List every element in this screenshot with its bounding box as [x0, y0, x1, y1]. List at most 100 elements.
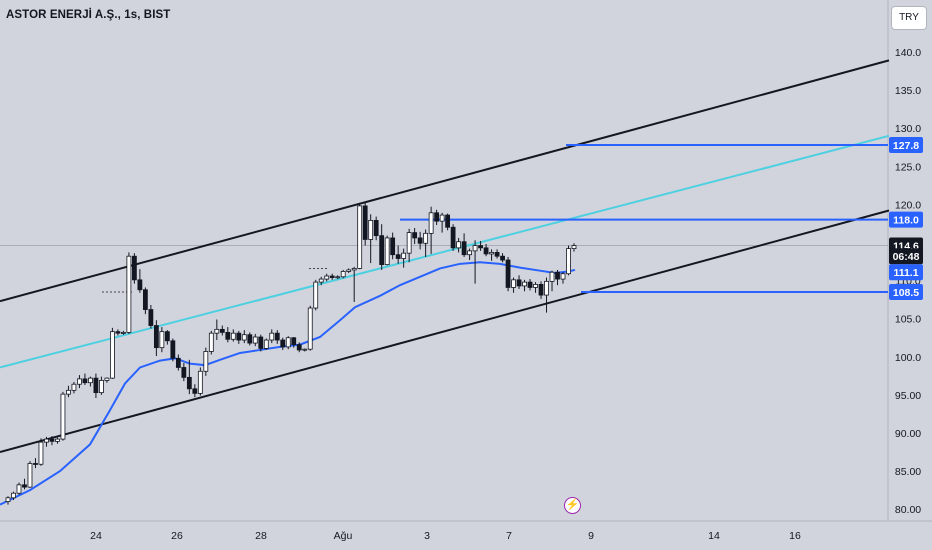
candle-body — [192, 388, 198, 394]
candle-body — [456, 241, 462, 249]
candle-body — [428, 212, 434, 234]
candle-body — [285, 337, 291, 348]
price-label-text: 108.5 — [893, 287, 919, 299]
candle-body — [500, 255, 505, 261]
candle — [368, 214, 374, 264]
candle-body — [148, 309, 154, 326]
candle-body — [346, 269, 352, 272]
candle-body — [379, 235, 385, 265]
candle — [538, 281, 544, 299]
x-tick-label: 28 — [255, 530, 267, 542]
time-axis[interactable]: 24 26 28 Ağu 3 7 9 14 16 — [90, 530, 801, 542]
price-label-box — [889, 248, 923, 265]
candles-layer — [5, 202, 577, 505]
candle-body — [252, 336, 258, 344]
alert-icon[interactable]: ⚡ — [564, 497, 581, 514]
candle — [104, 377, 110, 383]
price-label: 06:48 — [889, 248, 923, 265]
candle-body — [368, 220, 374, 240]
candle-body — [197, 370, 203, 394]
candle — [291, 336, 297, 348]
candle-body — [302, 348, 308, 351]
price-label: 108.5 — [889, 284, 923, 301]
cyan-trend-line — [0, 134, 890, 369]
channel-lower-line — [0, 209, 890, 454]
candle — [252, 333, 258, 347]
candle — [236, 330, 242, 344]
candle-body — [71, 383, 77, 391]
candle — [120, 330, 126, 335]
candle-body — [527, 281, 533, 288]
candle-body — [181, 367, 187, 378]
candle-body — [373, 220, 379, 237]
price-label-box — [889, 211, 923, 228]
candle — [164, 330, 170, 345]
candle — [131, 253, 137, 284]
candle — [390, 232, 396, 260]
candle — [5, 496, 11, 505]
price-axis[interactable]: 140.0135.0130.0125.0120.0115.0110.0105.0… — [895, 47, 921, 516]
candle — [280, 337, 286, 350]
candle — [11, 491, 16, 501]
candle — [324, 273, 330, 282]
candle — [197, 367, 203, 396]
candle — [115, 329, 121, 336]
candle-body — [406, 232, 412, 254]
candle-body — [533, 284, 538, 288]
currency-button[interactable]: TRY — [891, 6, 927, 30]
candle-body — [27, 463, 33, 488]
price-label-text: 118.0 — [893, 215, 919, 227]
candle — [27, 461, 33, 488]
candle — [401, 248, 407, 268]
candle — [450, 224, 456, 251]
candle-body — [401, 252, 407, 259]
candle — [357, 202, 363, 270]
candle-body — [566, 248, 571, 275]
x-tick-label: 16 — [789, 530, 801, 542]
candle — [428, 206, 434, 254]
candle-body — [291, 337, 297, 346]
candle-body — [494, 252, 500, 257]
x-tick-label: 7 — [506, 530, 512, 542]
candle-body — [214, 328, 220, 334]
candle — [263, 338, 269, 350]
price-label: 127.8 — [889, 136, 923, 153]
candle — [93, 373, 99, 398]
candle — [511, 277, 516, 293]
candle-body — [505, 259, 511, 288]
candle-body — [170, 340, 176, 359]
price-label-text: 111.1 — [893, 267, 918, 279]
candle — [49, 436, 55, 446]
price-label-box — [889, 284, 923, 301]
candle-body — [258, 336, 264, 349]
candle — [230, 329, 236, 342]
candle-body — [307, 307, 313, 350]
candle — [192, 384, 198, 398]
candle-body — [483, 247, 489, 255]
candle-body — [296, 344, 302, 351]
candle — [148, 304, 154, 329]
price-label-text: 06:48 — [893, 251, 920, 263]
candle — [285, 336, 291, 350]
candle — [170, 338, 176, 362]
candle-body — [445, 214, 451, 228]
grid-layer — [0, 0, 932, 522]
candle-body — [219, 328, 225, 333]
candle-body — [164, 331, 170, 342]
y-tick-label: 80.00 — [895, 504, 921, 516]
candle — [571, 243, 577, 252]
candle — [302, 348, 308, 352]
candle-body — [115, 331, 121, 334]
candle-body — [142, 289, 148, 310]
candle — [159, 327, 165, 353]
channel-upper-line — [0, 59, 890, 303]
candle — [494, 249, 500, 259]
candle — [313, 279, 319, 311]
candle-body — [560, 273, 566, 280]
candle-body — [131, 255, 137, 281]
candle-body — [263, 339, 269, 349]
candle-body — [269, 332, 275, 341]
candle — [258, 334, 264, 352]
